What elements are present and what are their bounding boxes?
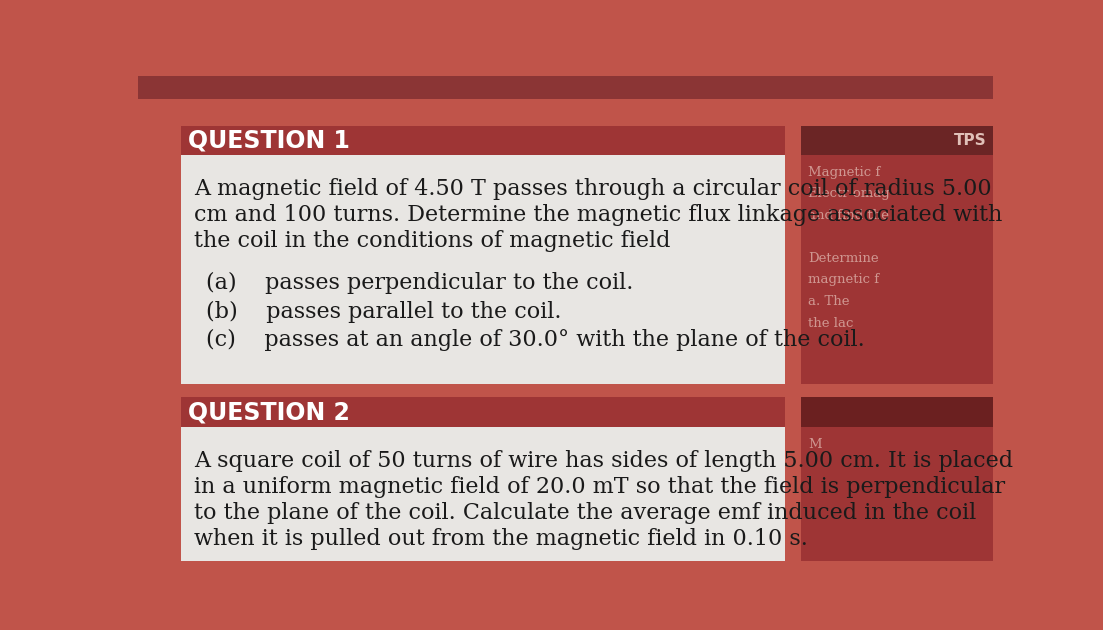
Bar	[181, 125, 785, 155]
Text: QUESTION 1: QUESTION 1	[189, 129, 350, 152]
Bar	[181, 125, 785, 384]
Text: Magnetic f: Magnetic f	[808, 166, 880, 179]
Text: cm and 100 turns. Determine the magnetic flux linkage associated with: cm and 100 turns. Determine the magnetic…	[194, 204, 1003, 226]
Text: Electr omag: Electr omag	[808, 187, 890, 200]
Text: (a)    passes perpendicular to the coil.: (a) passes perpendicular to the coil.	[206, 272, 633, 294]
Text: QUESTION 2: QUESTION 2	[189, 400, 350, 424]
Text: the lac: the lac	[808, 317, 854, 329]
Text: the coil in the conditions of magnetic field: the coil in the conditions of magnetic f…	[194, 231, 671, 253]
Text: M: M	[808, 437, 822, 450]
Text: Determine: Determine	[808, 252, 879, 265]
Text: a. The: a. The	[808, 295, 849, 308]
Bar	[181, 398, 785, 582]
Text: magnetic f: magnetic f	[808, 273, 879, 287]
Text: when it is pulled out from the magnetic field in 0.10 s.: when it is pulled out from the magnetic …	[194, 529, 808, 551]
Text: in a uniform magnetic field of 20.0 mT so that the field is perpendicular: in a uniform magnetic field of 20.0 mT s…	[194, 476, 1006, 498]
Text: (b)    passes parallel to the coil.: (b) passes parallel to the coil.	[206, 301, 561, 323]
Bar	[181, 398, 785, 427]
Text: and find the: and find the	[808, 209, 889, 222]
Text: (c)    passes at an angle of 30.0° with the plane of the coil.: (c) passes at an angle of 30.0° with the…	[206, 329, 865, 351]
Text: to the plane of the coil. Calculate the average emf induced in the coil: to the plane of the coil. Calculate the …	[194, 502, 976, 524]
Bar	[801, 427, 993, 582]
Bar	[801, 398, 993, 427]
Text: TPS: TPS	[954, 133, 986, 148]
Bar	[801, 125, 993, 155]
Text: A magnetic field of 4.50 T passes through a circular coil of radius 5.00: A magnetic field of 4.50 T passes throug…	[194, 178, 992, 200]
Text: A square coil of 50 turns of wire has sides of length 5.00 cm. It is placed: A square coil of 50 turns of wire has si…	[194, 450, 1014, 472]
Bar	[801, 155, 993, 384]
Bar	[138, 76, 993, 99]
